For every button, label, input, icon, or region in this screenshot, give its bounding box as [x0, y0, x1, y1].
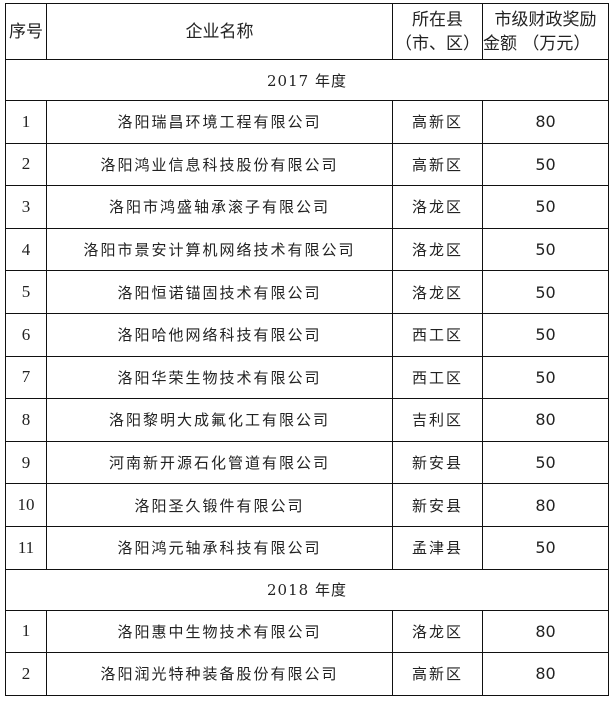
table-row: 9 河南新开源石化管道有限公司 新安县 50 — [5, 440, 609, 485]
row-index: 3 — [5, 185, 47, 229]
row-amount: 50 — [482, 227, 609, 272]
table-row: 5 洛阳恒诺锚固技术有限公司 洛龙区 50 — [5, 270, 609, 314]
row-company: 洛阳华荣生物技术有限公司 — [46, 355, 393, 400]
row-index: 10 — [5, 483, 47, 527]
row-index: 8 — [5, 398, 47, 442]
header-amount: 市级财政奖励金额 （万元） — [482, 3, 609, 60]
row-index: 1 — [5, 100, 47, 144]
table-row: 4 洛阳市景安计算机网络技术有限公司 洛龙区 50 — [5, 227, 609, 272]
row-index: 4 — [5, 227, 47, 272]
row-amount: 50 — [482, 142, 609, 187]
table-row: 2 洛阳润光特种装备股份有限公司 高新区 80 — [5, 652, 609, 696]
row-company: 洛阳黎明大成氟化工有限公司 — [46, 398, 393, 442]
table-row: 6 洛阳哈他网络科技有限公司 西工区 50 — [5, 312, 609, 357]
row-county: 孟津县 — [392, 525, 483, 570]
row-amount: 50 — [482, 270, 609, 314]
header-county-line2: （市、区） — [395, 33, 480, 54]
row-county: 高新区 — [392, 100, 483, 144]
row-county: 洛龙区 — [392, 270, 483, 314]
row-county: 高新区 — [392, 652, 483, 696]
section-year-row: 2018 年度 — [5, 568, 609, 611]
row-county: 西工区 — [392, 312, 483, 357]
table-row: 7 洛阳华荣生物技术有限公司 西工区 50 — [5, 355, 609, 400]
row-company: 洛阳圣久锻件有限公司 — [46, 483, 393, 527]
row-amount: 80 — [482, 483, 609, 527]
row-company: 河南新开源石化管道有限公司 — [46, 440, 393, 485]
header-county: 所在县 （市、区） — [392, 3, 483, 60]
section-year: 2017 年度 — [5, 59, 609, 101]
row-company: 洛阳瑞昌环境工程有限公司 — [46, 100, 393, 144]
row-county: 洛龙区 — [392, 185, 483, 229]
header-company: 企业名称 — [46, 3, 393, 60]
row-amount: 50 — [482, 525, 609, 570]
row-company: 洛阳惠中生物技术有限公司 — [46, 609, 393, 654]
row-index: 1 — [5, 609, 47, 654]
row-amount: 80 — [482, 100, 609, 144]
header-index: 序号 — [5, 3, 47, 60]
row-amount: 80 — [482, 398, 609, 442]
row-county: 新安县 — [392, 483, 483, 527]
row-index: 11 — [5, 525, 47, 570]
row-amount: 50 — [482, 440, 609, 485]
row-amount: 80 — [482, 609, 609, 654]
table-row: 1 洛阳惠中生物技术有限公司 洛龙区 80 — [5, 609, 609, 654]
row-amount: 50 — [482, 185, 609, 229]
table-row: 8 洛阳黎明大成氟化工有限公司 吉利区 80 — [5, 398, 609, 442]
section-year-row: 2017 年度 — [5, 59, 609, 101]
row-county: 吉利区 — [392, 398, 483, 442]
row-county: 高新区 — [392, 142, 483, 187]
row-company: 洛阳市鸿盛轴承滚子有限公司 — [46, 185, 393, 229]
table-row: 11 洛阳鸿元轴承科技有限公司 孟津县 50 — [5, 525, 609, 570]
table-row: 10 洛阳圣久锻件有限公司 新安县 80 — [5, 483, 609, 527]
row-company: 洛阳恒诺锚固技术有限公司 — [46, 270, 393, 314]
header-county-line1: 所在县 — [412, 9, 463, 30]
row-company: 洛阳哈他网络科技有限公司 — [46, 312, 393, 357]
row-company: 洛阳润光特种装备股份有限公司 — [46, 652, 393, 696]
row-county: 洛龙区 — [392, 227, 483, 272]
row-county: 洛龙区 — [392, 609, 483, 654]
row-amount: 80 — [482, 652, 609, 696]
row-amount: 50 — [482, 312, 609, 357]
row-index: 7 — [5, 355, 47, 400]
row-company: 洛阳市景安计算机网络技术有限公司 — [46, 227, 393, 272]
row-index: 5 — [5, 270, 47, 314]
table-row: 2 洛阳鸿业信息科技股份有限公司 高新区 50 — [5, 142, 609, 187]
row-company: 洛阳鸿元轴承科技有限公司 — [46, 525, 393, 570]
row-company: 洛阳鸿业信息科技股份有限公司 — [46, 142, 393, 187]
row-index: 6 — [5, 312, 47, 357]
table-row: 1 洛阳瑞昌环境工程有限公司 高新区 80 — [5, 100, 609, 144]
row-county: 西工区 — [392, 355, 483, 400]
row-index: 2 — [5, 142, 47, 187]
row-index: 2 — [5, 652, 47, 696]
section-year: 2018 年度 — [5, 568, 609, 611]
award-table: 序号 企业名称 所在县 （市、区） 市级财政奖励 金额 （万元） 2017 年度 1 … — [5, 3, 609, 696]
header-amount-line1: 市级财政奖励 — [494, 9, 597, 30]
header-amount-line2: 金额 （万元） — [483, 33, 591, 54]
table-header: 序号 企业名称 所在县 （市、区） 市级财政奖励金额 （万元） — [5, 3, 609, 60]
row-county: 新安县 — [392, 440, 483, 485]
row-amount: 50 — [482, 355, 609, 400]
table-row: 3 洛阳市鸿盛轴承滚子有限公司 洛龙区 50 — [5, 185, 609, 229]
row-index: 9 — [5, 440, 47, 485]
